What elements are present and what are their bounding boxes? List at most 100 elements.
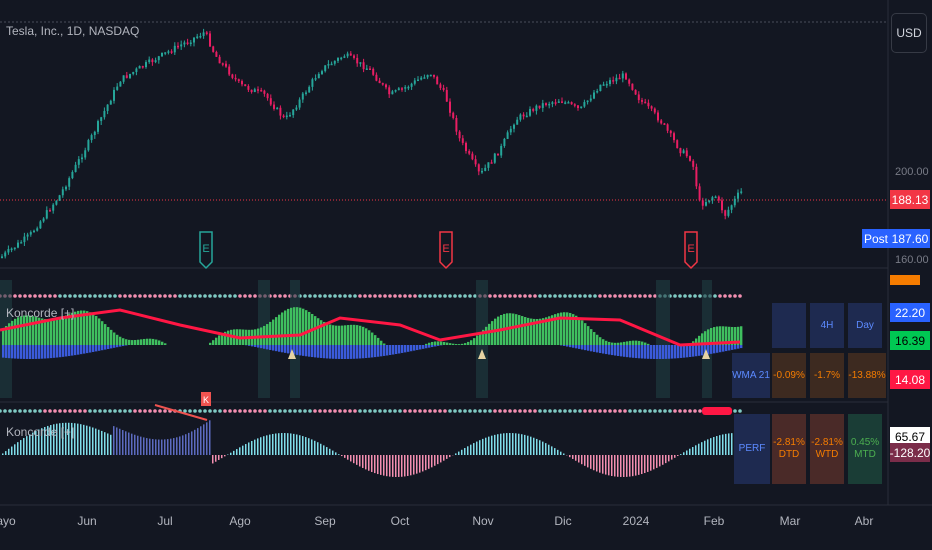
signal-dot [123, 294, 127, 298]
koncorde-bar-blue [254, 345, 257, 347]
koncorde-bar-blue [26, 345, 29, 359]
signal-dot [518, 294, 522, 298]
signal-dot [318, 409, 322, 413]
signal-dot [498, 409, 502, 413]
oscillator-bar [551, 446, 553, 455]
koncorde-bar-green [611, 342, 614, 345]
oscillator-bar [62, 422, 64, 455]
koncorde-label-2[interactable]: Koncorde [+] [6, 425, 75, 439]
oscillator-bar [362, 455, 364, 468]
signal-dot [388, 409, 392, 413]
time-axis-label-4: Sep [314, 514, 336, 528]
pane3-value-maroon: -128.20 [890, 443, 930, 462]
signal-dot [623, 409, 627, 413]
candle-body [39, 221, 42, 229]
candle-body [330, 63, 333, 66]
koncorde-bar-green [725, 326, 728, 345]
candle-body [663, 123, 666, 125]
signal-dot [563, 409, 567, 413]
signal-dot [738, 294, 742, 298]
koncorde-bar-blue [335, 345, 338, 359]
koncorde-bar-green [53, 319, 56, 345]
candle-body [189, 42, 192, 45]
oscillator-bar [203, 424, 205, 455]
signal-dot [673, 409, 677, 413]
koncorde-bar-blue [311, 345, 314, 358]
koncorde-bar-blue [362, 345, 365, 359]
oscillator-bar [617, 455, 619, 477]
signal-dot [233, 409, 237, 413]
signal-dot [353, 294, 357, 298]
signal-dot [213, 409, 217, 413]
koncorde-bar-blue [320, 345, 323, 358]
signal-dot [578, 409, 582, 413]
candle-body [17, 242, 19, 248]
earnings-marker-label: E [202, 243, 209, 255]
oscillator-bar [179, 436, 181, 455]
currency-button[interactable]: USD [891, 13, 927, 53]
signal-dot [153, 409, 157, 413]
koncorde-bar-green [443, 341, 446, 345]
koncorde-bar-green [338, 325, 341, 345]
signal-dot [48, 409, 52, 413]
oscillator-bar [83, 424, 85, 455]
oscillator-bar [236, 449, 238, 455]
signal-dot [653, 409, 657, 413]
koncorde-label-1[interactable]: Koncorde [+] [6, 306, 75, 320]
koncorde-bar-blue [590, 345, 593, 352]
koncorde-bar-blue [689, 345, 692, 358]
candle-body [97, 121, 99, 132]
koncorde-bar-blue [290, 345, 293, 354]
candle-body [442, 87, 445, 90]
candle-body [714, 196, 717, 199]
oscillator-bar [602, 455, 604, 474]
koncorde-bar-green [269, 321, 272, 345]
oscillator-bar [2, 453, 4, 455]
signal-dot [193, 294, 197, 298]
candle-body [49, 210, 51, 212]
candle-body [141, 66, 144, 68]
koncorde-bar-blue [263, 345, 266, 349]
candle-body [532, 109, 535, 111]
candle-body [391, 91, 394, 95]
koncorde-bar-blue [725, 345, 728, 352]
candle-body [161, 52, 163, 57]
koncorde-bar-blue [653, 345, 656, 359]
candle-body [157, 56, 160, 61]
candle-body [455, 117, 458, 132]
koncorde-bar-green [86, 311, 89, 345]
candle-body [673, 133, 675, 141]
signal-dot [493, 409, 497, 413]
koncorde-bar-green [383, 343, 386, 345]
candle-body [241, 81, 243, 85]
signal-dot [193, 409, 197, 413]
candle-body [205, 32, 208, 34]
koncorde-bar-blue [410, 345, 413, 352]
signal-dot [0, 409, 2, 413]
candle-body [721, 200, 723, 211]
koncorde-bar-green [221, 333, 224, 345]
signal-dot [3, 409, 7, 413]
signal-dot [568, 294, 572, 298]
oscillator-bar [353, 455, 355, 464]
post-price-tag: 187.60 [890, 229, 930, 248]
koncorde-bar-green [32, 316, 35, 345]
candle-body [423, 77, 426, 79]
oscillator-bar [722, 434, 724, 455]
candle-body [410, 83, 413, 87]
candle-body [276, 107, 279, 110]
candle-body [481, 170, 483, 173]
earnings-marker-icon [684, 231, 698, 270]
time-axis-label-5: Oct [390, 514, 410, 528]
candle-body [77, 159, 80, 165]
candle-body [593, 92, 595, 99]
koncorde-bar-green [287, 308, 290, 345]
candle-body [154, 60, 157, 63]
koncorde-bar-green [131, 340, 134, 345]
signal-dot [693, 294, 697, 298]
oscillator-bar [446, 455, 448, 459]
koncorde-bar-blue [569, 345, 572, 348]
signal-dot [248, 294, 252, 298]
signal-dot [338, 409, 342, 413]
